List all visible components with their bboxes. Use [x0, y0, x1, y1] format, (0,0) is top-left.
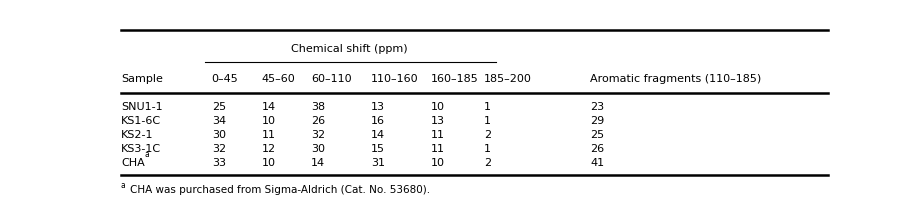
Text: 1: 1	[484, 144, 491, 154]
Text: 1: 1	[484, 102, 491, 112]
Text: 32: 32	[212, 144, 226, 154]
Text: CHA was purchased from Sigma-Aldrich (Cat. No. 53680).: CHA was purchased from Sigma-Aldrich (Ca…	[129, 185, 430, 195]
Text: a: a	[145, 150, 149, 159]
Text: a: a	[121, 181, 125, 190]
Text: 185–200: 185–200	[484, 74, 532, 84]
Text: 34: 34	[212, 116, 226, 126]
Text: 26: 26	[590, 144, 605, 154]
Text: 26: 26	[311, 116, 325, 126]
Text: 16: 16	[371, 116, 385, 126]
Text: 30: 30	[212, 130, 226, 140]
Text: KS3-1C: KS3-1C	[121, 144, 161, 154]
Text: 10: 10	[431, 102, 445, 112]
Text: 11: 11	[431, 144, 445, 154]
Text: 10: 10	[262, 158, 276, 168]
Text: 14: 14	[371, 130, 385, 140]
Text: 10: 10	[431, 158, 445, 168]
Text: 14: 14	[262, 102, 276, 112]
Text: 33: 33	[212, 158, 226, 168]
Text: 41: 41	[590, 158, 605, 168]
Text: 30: 30	[311, 144, 325, 154]
Text: 25: 25	[590, 130, 605, 140]
Text: Sample: Sample	[121, 74, 163, 84]
Text: 13: 13	[431, 116, 445, 126]
Text: 14: 14	[311, 158, 325, 168]
Text: 11: 11	[431, 130, 445, 140]
Text: 15: 15	[371, 144, 385, 154]
Text: Chemical shift (ppm): Chemical shift (ppm)	[290, 44, 408, 54]
Text: 31: 31	[371, 158, 385, 168]
Text: 23: 23	[590, 102, 605, 112]
Text: SNU1-1: SNU1-1	[121, 102, 162, 112]
Text: 60–110: 60–110	[311, 74, 351, 84]
Text: 1: 1	[484, 116, 491, 126]
Text: 32: 32	[311, 130, 325, 140]
Text: 25: 25	[212, 102, 226, 112]
Text: Aromatic fragments (110–185): Aromatic fragments (110–185)	[590, 74, 762, 84]
Text: 0–45: 0–45	[212, 74, 239, 84]
Text: CHA: CHA	[121, 158, 145, 168]
Text: 29: 29	[590, 116, 605, 126]
Text: 38: 38	[311, 102, 325, 112]
Text: 2: 2	[484, 130, 491, 140]
Text: 160–185: 160–185	[431, 74, 479, 84]
Text: 2: 2	[484, 158, 491, 168]
Text: 12: 12	[262, 144, 276, 154]
Text: 13: 13	[371, 102, 385, 112]
Text: KS2-1: KS2-1	[121, 130, 153, 140]
Text: 45–60: 45–60	[262, 74, 295, 84]
Text: KS1-6C: KS1-6C	[121, 116, 161, 126]
Text: 11: 11	[262, 130, 276, 140]
Text: 10: 10	[262, 116, 276, 126]
Text: 110–160: 110–160	[371, 74, 419, 84]
